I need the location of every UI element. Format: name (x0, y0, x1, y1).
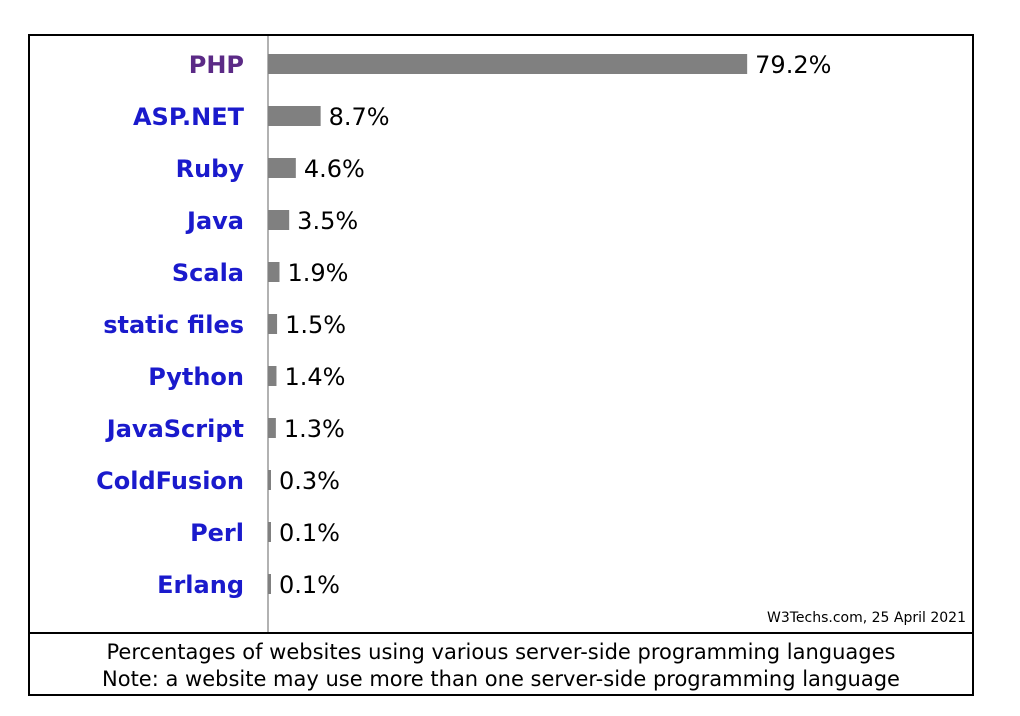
value-label-scala: 1.9% (287, 259, 348, 287)
chart-caption: Percentages of websites using various se… (30, 632, 972, 694)
caption-line-1: Percentages of websites using various se… (106, 640, 896, 664)
value-label-java: 3.5% (297, 207, 358, 235)
chart-area: PHP 79.2% ASP.NET 8.7% Ruby 4.6% Java 3.5% Scala… (30, 36, 972, 632)
category-label-python[interactable]: Python (148, 363, 244, 391)
category-label-coldfusion[interactable]: ColdFusion (96, 467, 244, 495)
bar-coldfusion (268, 470, 271, 490)
caption-line-2: Note: a website may use more than one se… (102, 667, 900, 691)
chart-frame: PHP 79.2% ASP.NET 8.7% Ruby 4.6% Java 3.5% Scala… (28, 34, 974, 696)
source-credit: W3Techs.com, 25 April 2021 (767, 610, 966, 626)
category-label-java[interactable]: Java (185, 207, 244, 235)
category-label-perl[interactable]: Perl (190, 519, 244, 547)
value-label-perl: 0.1% (279, 519, 340, 547)
category-label-ruby[interactable]: Ruby (176, 155, 245, 183)
value-label-php: 79.2% (755, 51, 831, 79)
category-label-scala[interactable]: Scala (172, 259, 244, 287)
category-label-php[interactable]: PHP (189, 51, 244, 79)
bar-asp-net (268, 106, 321, 126)
bar-static-files (268, 314, 278, 334)
bar-python (268, 366, 277, 386)
value-label-ruby: 4.6% (304, 155, 365, 183)
value-label-asp-net: 8.7% (329, 103, 390, 131)
bar-php (268, 54, 748, 74)
value-label-erlang: 0.1% (279, 571, 340, 599)
value-label-python: 1.4% (284, 363, 345, 391)
category-label-asp-net[interactable]: ASP.NET (133, 103, 245, 131)
category-label-javascript[interactable]: JavaScript (105, 415, 244, 443)
bar-chart: PHP 79.2% ASP.NET 8.7% Ruby 4.6% Java 3.5% Scala… (96, 36, 831, 632)
bar-java (268, 210, 290, 230)
bar-perl (268, 522, 271, 542)
value-label-javascript: 1.3% (284, 415, 345, 443)
bar-erlang (268, 574, 271, 594)
bar-ruby (268, 158, 296, 178)
category-label-static-files[interactable]: static files (103, 311, 244, 339)
value-label-coldfusion: 0.3% (279, 467, 340, 495)
bar-javascript (268, 418, 276, 438)
bar-scala (268, 262, 280, 282)
value-label-static-files: 1.5% (285, 311, 346, 339)
category-label-erlang[interactable]: Erlang (157, 571, 244, 599)
